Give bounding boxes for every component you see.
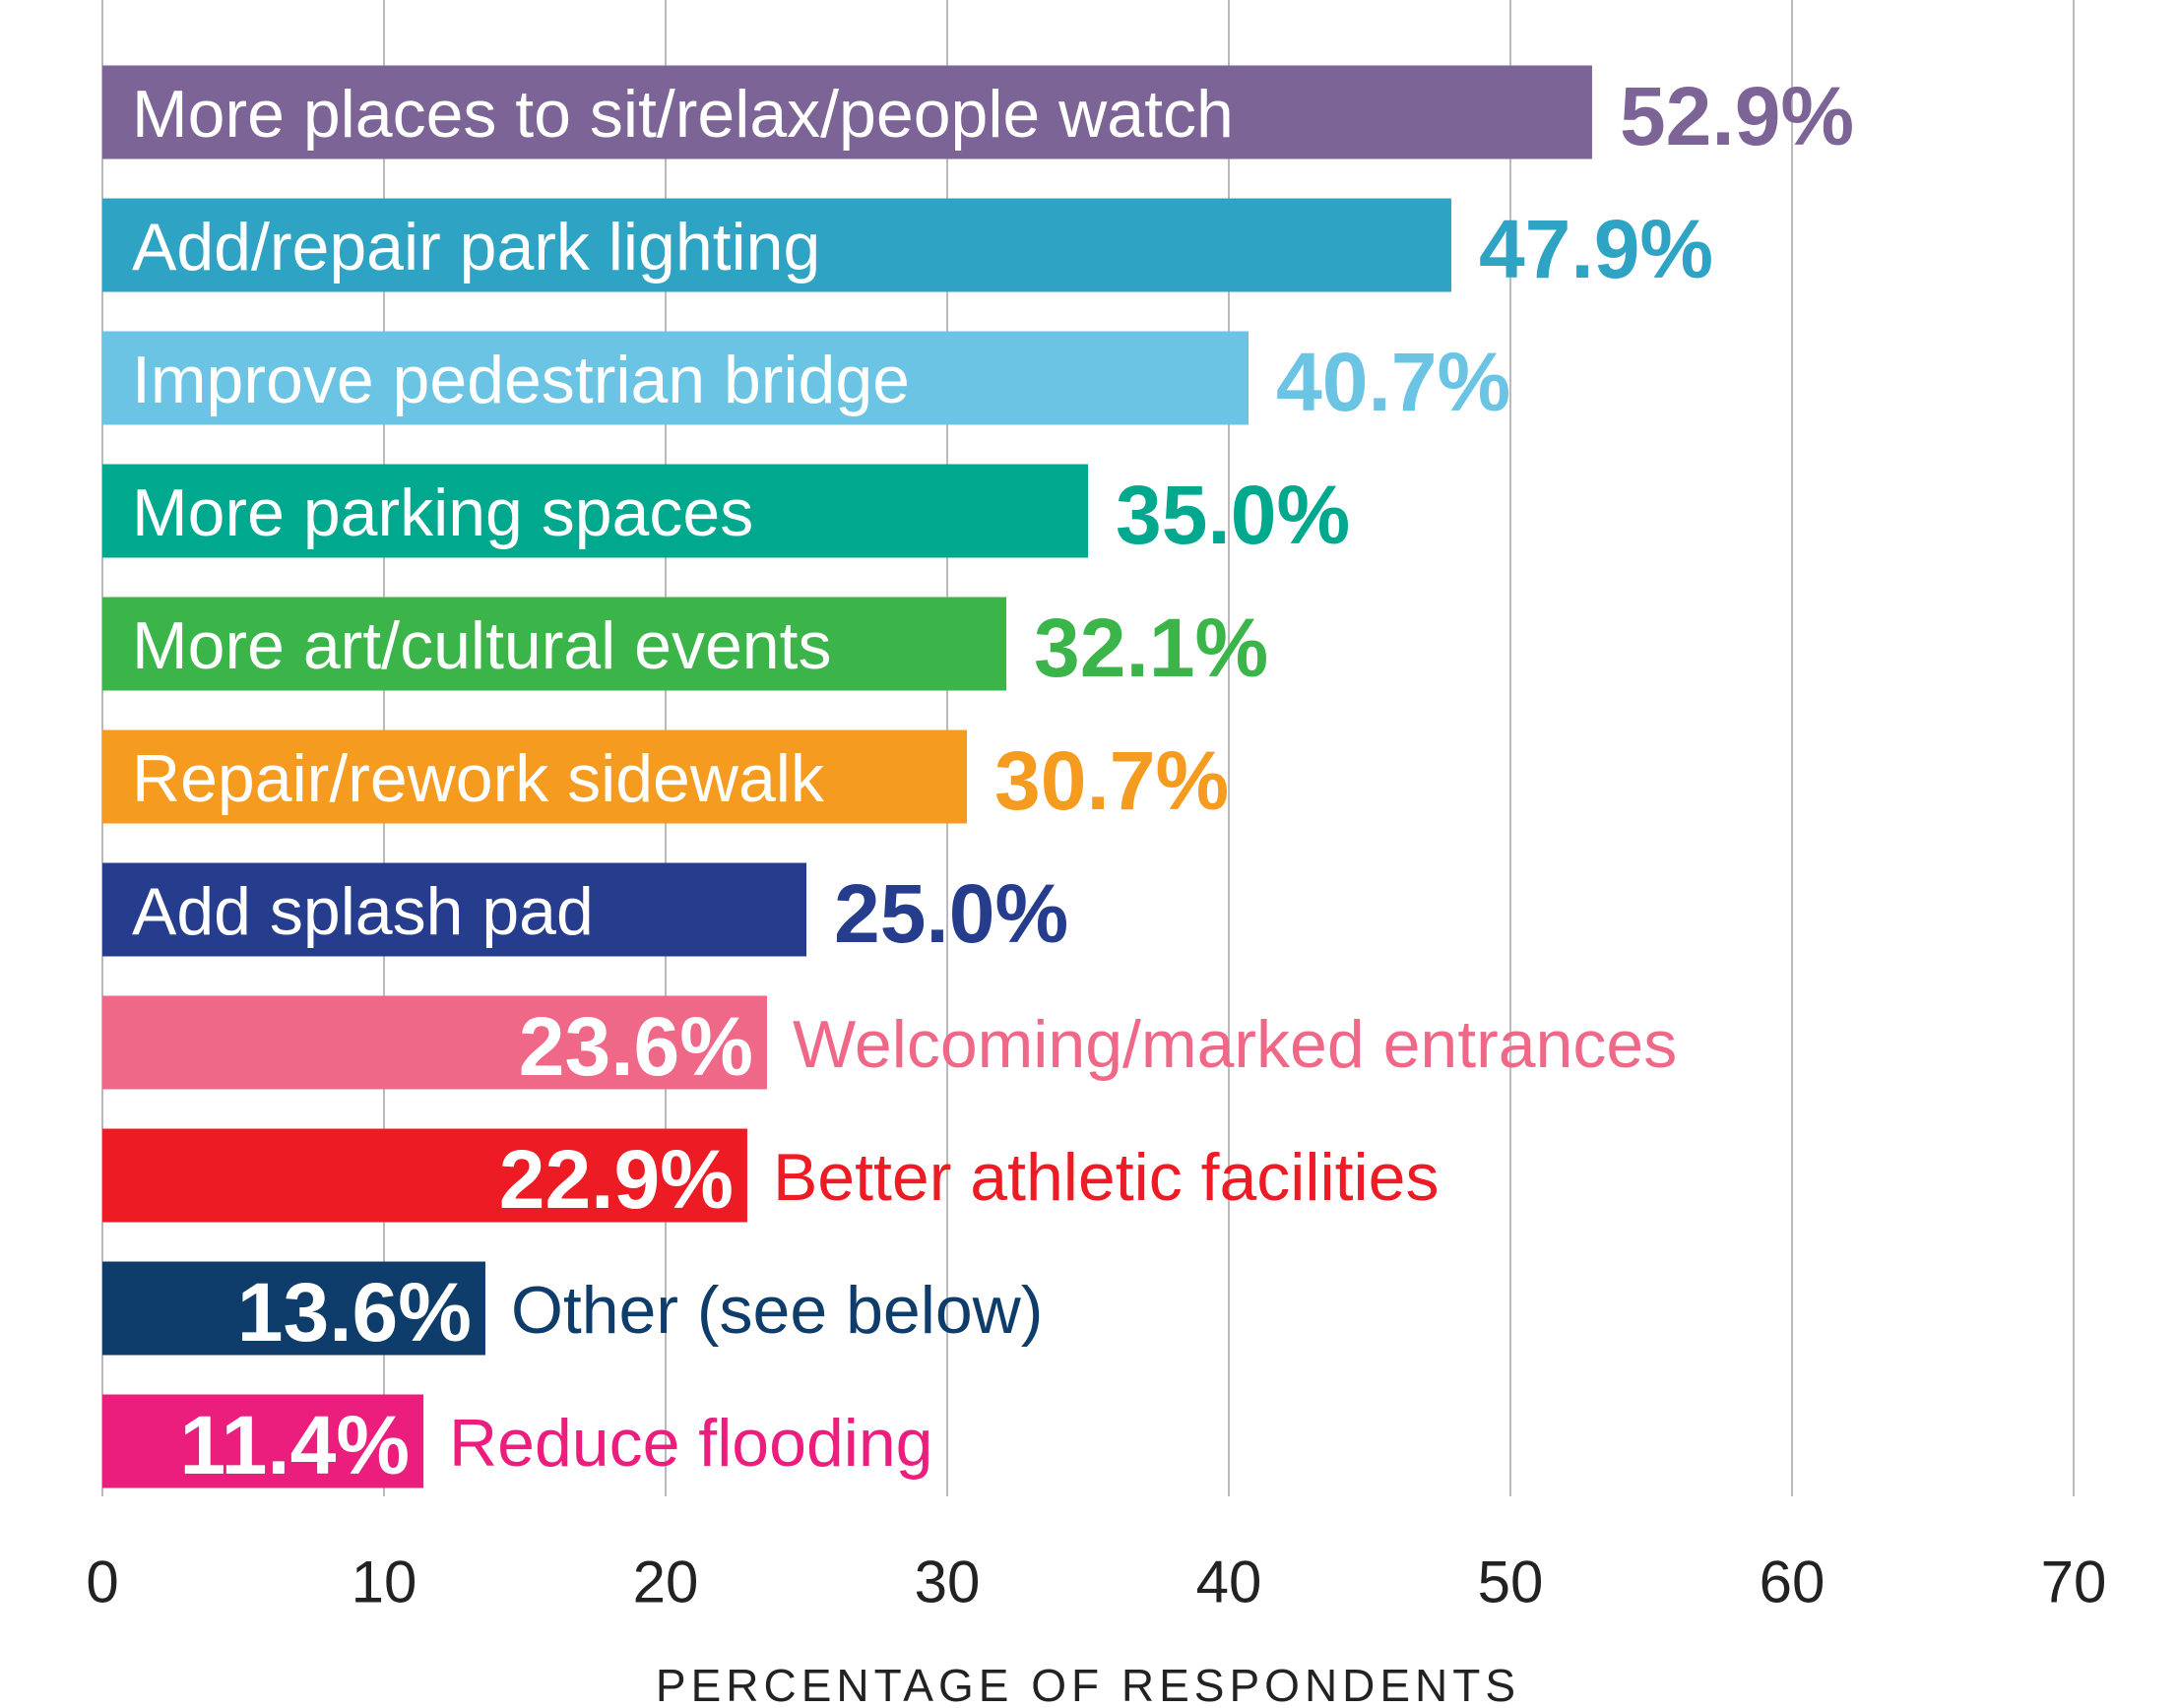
value-label: 32.1%	[1034, 601, 1268, 694]
category-label: More art/cultural events	[132, 608, 832, 683]
x-tick-label: 0	[86, 1550, 118, 1615]
bar	[102, 995, 767, 1090]
value-label: 40.7%	[1276, 336, 1510, 428]
category-label: Other (see below)	[511, 1273, 1043, 1348]
value-label: 35.0%	[1116, 469, 1350, 561]
category-label: Add/repair park lighting	[132, 210, 820, 285]
category-label: Improve pedestrian bridge	[132, 343, 910, 417]
bar	[102, 1394, 424, 1488]
value-label: 30.7%	[994, 734, 1229, 827]
x-tick-label: 40	[1196, 1550, 1262, 1615]
bar	[102, 464, 1088, 558]
category-label: Add splash pad	[132, 874, 594, 949]
category-label: Reduce flooding	[449, 1406, 932, 1481]
x-tick-label: 30	[915, 1550, 981, 1615]
bar	[102, 1128, 747, 1223]
bar	[102, 862, 806, 957]
x-tick-label: 10	[352, 1550, 417, 1615]
category-label: More parking spaces	[132, 475, 753, 550]
value-label: 47.9%	[1479, 203, 1713, 295]
bar	[102, 1261, 485, 1356]
value-label: 11.4%	[179, 1399, 410, 1491]
value-label: 13.6%	[237, 1266, 472, 1359]
value-label: 25.0%	[834, 867, 1068, 960]
x-axis-label: PERCENTAGE OF RESPONDENTS	[656, 1660, 1520, 1708]
bar	[102, 198, 1451, 292]
x-tick-label: 20	[633, 1550, 699, 1615]
category-label: More places to sit/relax/people watch	[132, 77, 1234, 152]
x-tick-label: 60	[1760, 1550, 1826, 1615]
value-label: 23.6%	[519, 1000, 753, 1093]
bar	[102, 331, 1249, 425]
value-label: 52.9%	[1620, 70, 1854, 162]
bar	[102, 65, 1592, 159]
category-label: Better athletic facilities	[773, 1140, 1440, 1215]
category-label: Welcoming/marked entrances	[793, 1007, 1677, 1082]
bar	[102, 729, 968, 824]
category-label: Repair/rework sidewalk	[132, 741, 825, 816]
bar	[102, 597, 1007, 691]
value-label: 22.9%	[499, 1133, 734, 1226]
x-tick-label: 50	[1478, 1550, 1544, 1615]
x-tick-label: 70	[2041, 1550, 2107, 1615]
